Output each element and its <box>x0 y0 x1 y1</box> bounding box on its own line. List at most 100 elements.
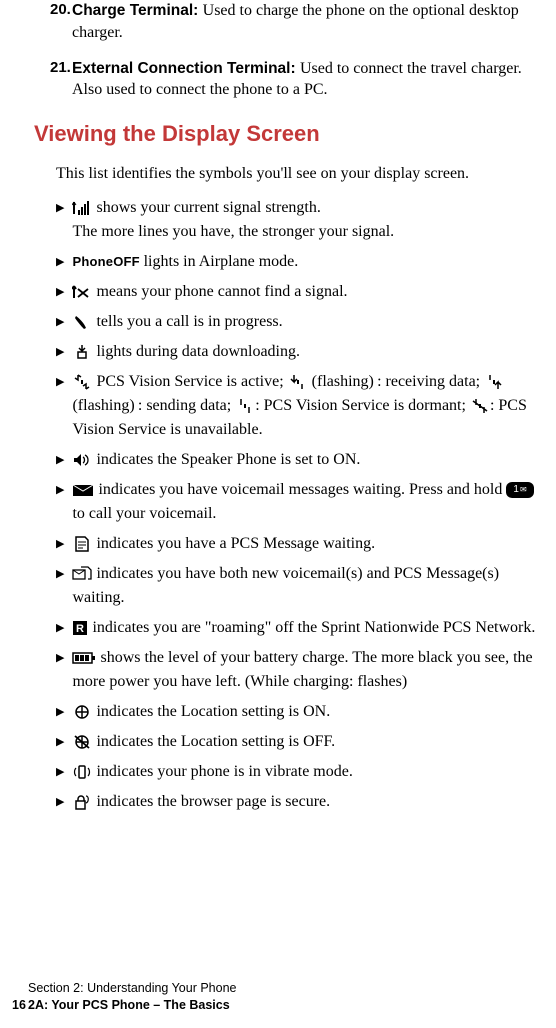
list-body: lights during data downloading. <box>72 340 538 364</box>
vibrate-icon <box>72 764 92 780</box>
list-item-pcs-message: ▶ indicates you have a PCS Message waiti… <box>56 532 538 556</box>
bullet-marker: ▶ <box>56 250 64 270</box>
numbered-item-21: 21. External Connection Terminal: Used t… <box>28 58 538 102</box>
list-item-signal: ▶ shows your current signal strength. Th… <box>56 196 538 244</box>
item-number: 21. <box>50 58 72 102</box>
text: indicates the Speaker Phone is set to ON… <box>92 451 360 468</box>
speaker-icon <box>72 452 92 468</box>
list-body: indicates you have voicemail messages wa… <box>72 478 538 526</box>
list-body: indicates the Speaker Phone is set to ON… <box>72 448 538 472</box>
list-body: shows your current signal strength. The … <box>72 196 538 244</box>
key-1-button: 1 <box>506 482 533 498</box>
bullet-marker: ▶ <box>56 790 64 810</box>
phoneoff-icon: PhoneOFF <box>72 254 143 269</box>
list-item-speaker: ▶ indicates the Speaker Phone is set to … <box>56 448 538 472</box>
vision-active-icon <box>72 374 92 390</box>
text: indicates you have both new voicemail(s)… <box>72 565 499 606</box>
list-body: indicates the Location setting is OFF. <box>72 730 538 754</box>
text: means your phone cannot find a signal. <box>92 283 347 300</box>
bullet-marker: ▶ <box>56 196 64 216</box>
text: shows the level of your battery charge. … <box>72 649 532 690</box>
list-item-battery: ▶ shows the level of your battery charge… <box>56 646 538 694</box>
list-item-secure: ▶ indicates the browser page is secure. <box>56 790 538 814</box>
bullet-marker: ▶ <box>56 280 64 300</box>
list-body: means your phone cannot find a signal. <box>72 280 538 304</box>
text: indicates the Location setting is OFF. <box>92 733 335 750</box>
location-on-icon <box>72 704 92 720</box>
list-item-phoneoff: ▶ PhoneOFF lights in Airplane mode. <box>56 250 538 274</box>
paper-message-icon <box>72 536 92 552</box>
text: lights in Airplane mode. <box>144 253 299 270</box>
symbol-list: ▶ shows your current signal strength. Th… <box>28 196 538 814</box>
list-body: shows the level of your battery charge. … <box>72 646 538 694</box>
bullet-marker: ▶ <box>56 760 64 780</box>
item-content: External Connection Terminal: Used to co… <box>72 58 538 102</box>
roaming-icon: R <box>72 620 88 636</box>
page-footer: 16 Section 2: Understanding Your Phone 2… <box>28 980 237 1014</box>
bullet-marker: ▶ <box>56 310 64 330</box>
text-a: indicates you have voicemail messages wa… <box>94 481 506 498</box>
section-heading: Viewing the Display Screen <box>34 119 538 149</box>
bullet-marker: ▶ <box>56 730 64 750</box>
list-item-both-messages: ▶ indicates you have both new voicemail(… <box>56 562 538 610</box>
list-item-voicemail: ▶ indicates you have voicemail messages … <box>56 478 538 526</box>
svg-text:R: R <box>76 623 84 635</box>
list-item-location-on: ▶ indicates the Location setting is ON. <box>56 700 538 724</box>
bullet-marker: ▶ <box>56 370 64 390</box>
bullet-marker: ▶ <box>56 448 64 468</box>
list-body: PCS Vision Service is active; (flashing)… <box>72 370 538 442</box>
bullet-marker: ▶ <box>56 478 64 498</box>
text: shows your current signal strength. <box>92 199 320 216</box>
list-body: indicates the browser page is secure. <box>72 790 538 814</box>
item-term: Charge Terminal: <box>72 2 203 19</box>
text-b: to call your voicemail. <box>72 505 216 522</box>
download-icon <box>72 344 92 360</box>
vision-unavailable-icon <box>470 398 490 414</box>
text: indicates the browser page is secure. <box>92 793 330 810</box>
numbered-list: 20. Charge Terminal: Used to charge the … <box>28 0 538 101</box>
location-off-icon <box>72 734 92 750</box>
text-c: (flashing) : sending data; <box>72 397 235 414</box>
text: indicates you have a PCS Message waiting… <box>92 535 375 552</box>
text-a: PCS Vision Service is active; <box>92 373 287 390</box>
text: indicates your phone is in vibrate mode. <box>92 763 352 780</box>
text-d: : PCS Vision Service is dormant; <box>255 397 470 414</box>
item-number: 20. <box>50 0 72 44</box>
list-body: indicates your phone is in vibrate mode. <box>72 760 538 784</box>
list-body: indicates you have a PCS Message waiting… <box>72 532 538 556</box>
text: indicates the Location setting is ON. <box>92 703 330 720</box>
text-sub: The more lines you have, the stronger yo… <box>72 223 394 240</box>
footer-section: Section 2: Understanding Your Phone <box>28 980 237 997</box>
handset-icon <box>72 314 92 330</box>
list-item-no-signal: ▶ means your phone cannot find a signal. <box>56 280 538 304</box>
numbered-item-20: 20. Charge Terminal: Used to charge the … <box>28 0 538 44</box>
list-body: R indicates you are "roaming" off the Sp… <box>72 616 538 640</box>
lock-icon <box>72 794 92 810</box>
text: tells you a call is in progress. <box>92 313 282 330</box>
double-message-icon <box>72 566 92 582</box>
vision-receive-icon <box>288 374 308 390</box>
item-term: External Connection Terminal: <box>72 60 300 77</box>
list-body: indicates you have both new voicemail(s)… <box>72 562 538 610</box>
list-item-location-off: ▶ indicates the Location setting is OFF. <box>56 730 538 754</box>
item-content: Charge Terminal: Used to charge the phon… <box>72 0 538 44</box>
page-number: 16 <box>12 997 26 1014</box>
list-body: tells you a call is in progress. <box>72 310 538 334</box>
signal-bars-icon <box>72 200 92 216</box>
text: lights during data downloading. <box>92 343 300 360</box>
bullet-marker: ▶ <box>56 562 64 582</box>
list-body: indicates the Location setting is ON. <box>72 700 538 724</box>
text-b: (flashing) : receiving data; <box>308 373 484 390</box>
bullet-marker: ▶ <box>56 646 64 666</box>
list-item-roaming: ▶ R indicates you are "roaming" off the … <box>56 616 538 640</box>
section-intro: This list identifies the symbols you'll … <box>56 163 538 185</box>
list-item-pcs-vision: ▶ PCS Vision Service is active; (flashin… <box>56 370 538 442</box>
vision-dormant-icon <box>235 398 255 414</box>
list-item-vibrate: ▶ indicates your phone is in vibrate mod… <box>56 760 538 784</box>
no-signal-icon <box>72 284 92 300</box>
footer-subsection: 2A: Your PCS Phone – The Basics <box>28 997 237 1014</box>
bullet-marker: ▶ <box>56 616 64 636</box>
bullet-marker: ▶ <box>56 532 64 552</box>
list-body: PhoneOFF lights in Airplane mode. <box>72 250 538 274</box>
bullet-marker: ▶ <box>56 340 64 360</box>
